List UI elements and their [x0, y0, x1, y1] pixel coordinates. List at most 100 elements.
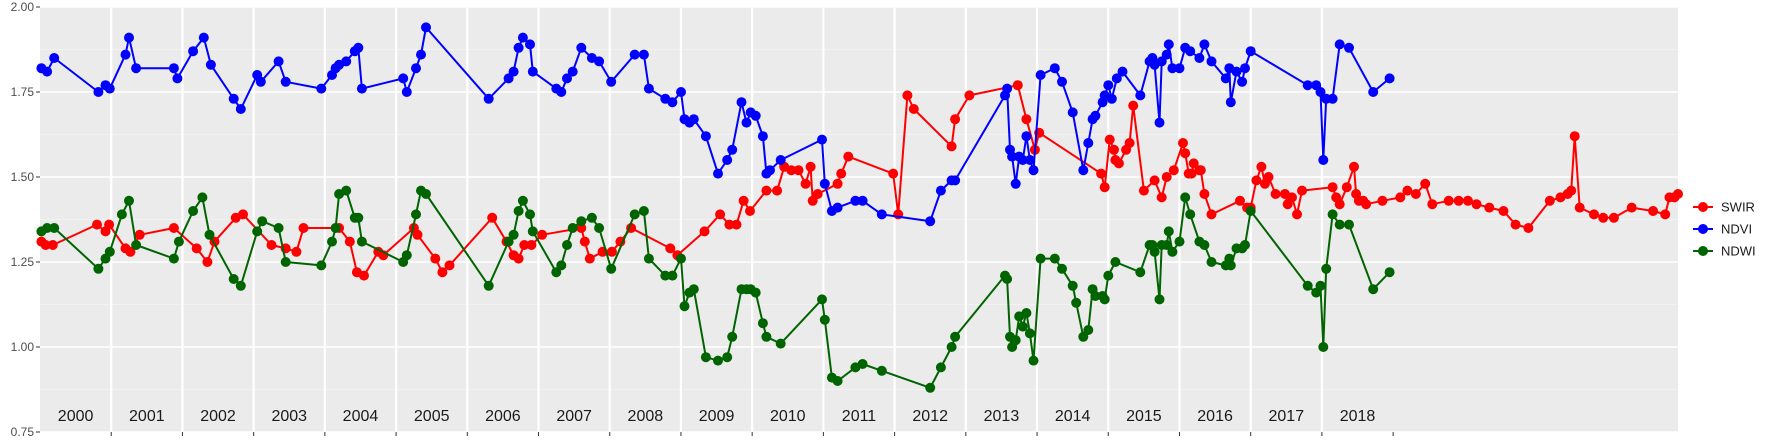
data-point: [1206, 257, 1217, 267]
data-point: [1270, 189, 1281, 199]
data-point: [421, 22, 431, 33]
data-point: [757, 131, 768, 142]
data-point: [1231, 66, 1242, 77]
data-point: [786, 165, 797, 176]
data-point: [1180, 192, 1191, 203]
data-point: [908, 104, 919, 114]
data-point: [722, 155, 733, 165]
data-point: [1163, 39, 1174, 50]
data-point: [676, 87, 686, 97]
data-point: [1185, 209, 1196, 220]
data-point: [964, 90, 975, 101]
data-point: [1161, 49, 1172, 60]
data-point: [291, 246, 302, 257]
data-point: [1154, 294, 1165, 305]
data-point: [1569, 131, 1580, 142]
data-point: [93, 263, 104, 274]
data-point: [1028, 355, 1039, 366]
data-point: [1240, 63, 1250, 74]
data-point: [819, 178, 830, 189]
data-point: [172, 73, 183, 84]
data-point: [1117, 66, 1128, 77]
data-point: [238, 209, 248, 220]
data-point: [47, 240, 58, 250]
data-point: [667, 270, 678, 281]
data-point: [1024, 155, 1035, 165]
data-point: [1106, 93, 1117, 104]
data-point: [594, 56, 605, 67]
data-point: [191, 243, 202, 254]
data-point: [1017, 321, 1028, 332]
year-label: 2014: [1055, 408, 1091, 425]
data-point: [1384, 267, 1395, 278]
data-point: [1498, 206, 1509, 216]
data-point: [556, 260, 567, 271]
data-point: [1225, 97, 1236, 108]
data-point: [606, 246, 617, 257]
data-point: [638, 206, 649, 216]
data-point: [1035, 70, 1046, 80]
data-point: [1090, 110, 1101, 121]
data-point: [173, 236, 184, 247]
data-point: [1315, 280, 1326, 291]
data-point: [805, 161, 816, 172]
data-point: [513, 253, 524, 264]
data-point: [812, 189, 823, 199]
year-label: 2004: [343, 408, 379, 425]
legend-item-ndvi: NDVI: [1693, 222, 1752, 237]
data-point: [1384, 73, 1395, 84]
data-point: [1194, 53, 1205, 63]
data-point: [1178, 138, 1188, 148]
data-point: [775, 155, 786, 165]
data-point: [235, 280, 246, 291]
data-point: [125, 246, 136, 257]
data-point: [1510, 219, 1521, 230]
data-point: [168, 253, 179, 264]
data-point: [1297, 185, 1307, 196]
data-point: [1344, 219, 1354, 230]
data-point: [1361, 199, 1372, 210]
data-point: [228, 93, 239, 104]
data-point: [1334, 219, 1345, 230]
data-point: [757, 318, 768, 329]
data-point: [188, 46, 199, 57]
data-point: [667, 97, 678, 108]
data-point: [1673, 189, 1683, 199]
data-point: [1245, 206, 1256, 216]
data-point: [1186, 168, 1197, 179]
data-point: [1263, 172, 1274, 182]
data-point: [1471, 199, 1482, 210]
data-point: [131, 63, 142, 74]
data-point: [925, 382, 936, 393]
data-point: [727, 331, 738, 342]
data-point: [1002, 274, 1013, 284]
data-point: [188, 206, 199, 216]
data-point: [679, 301, 690, 312]
year-labels: 2000 2001 2002 2003 2004 2005 2006 2007 2008 2009…: [58, 408, 1376, 425]
data-point: [1240, 240, 1250, 250]
data-point: [1021, 131, 1032, 142]
data-point: [1180, 148, 1191, 159]
data-point: [49, 223, 60, 233]
year-label: 2016: [1197, 408, 1233, 425]
data-point: [124, 195, 134, 206]
data-point: [120, 49, 131, 60]
data-point: [1104, 134, 1115, 145]
year-label: 2001: [129, 408, 165, 425]
data-point: [359, 270, 369, 281]
data-point: [925, 216, 936, 227]
data-point: [316, 83, 327, 94]
data-point: [888, 168, 899, 179]
data-point: [1096, 168, 1107, 179]
data-point: [1161, 172, 1172, 182]
data-point: [606, 263, 617, 274]
data-point: [567, 66, 578, 77]
data-point: [1648, 206, 1659, 216]
data-point: [1598, 212, 1609, 223]
data-point: [273, 56, 284, 67]
data-point: [1237, 76, 1248, 87]
data-point: [124, 32, 134, 43]
data-point: [1256, 161, 1267, 172]
year-label: 2005: [414, 408, 450, 425]
data-point: [344, 236, 355, 247]
